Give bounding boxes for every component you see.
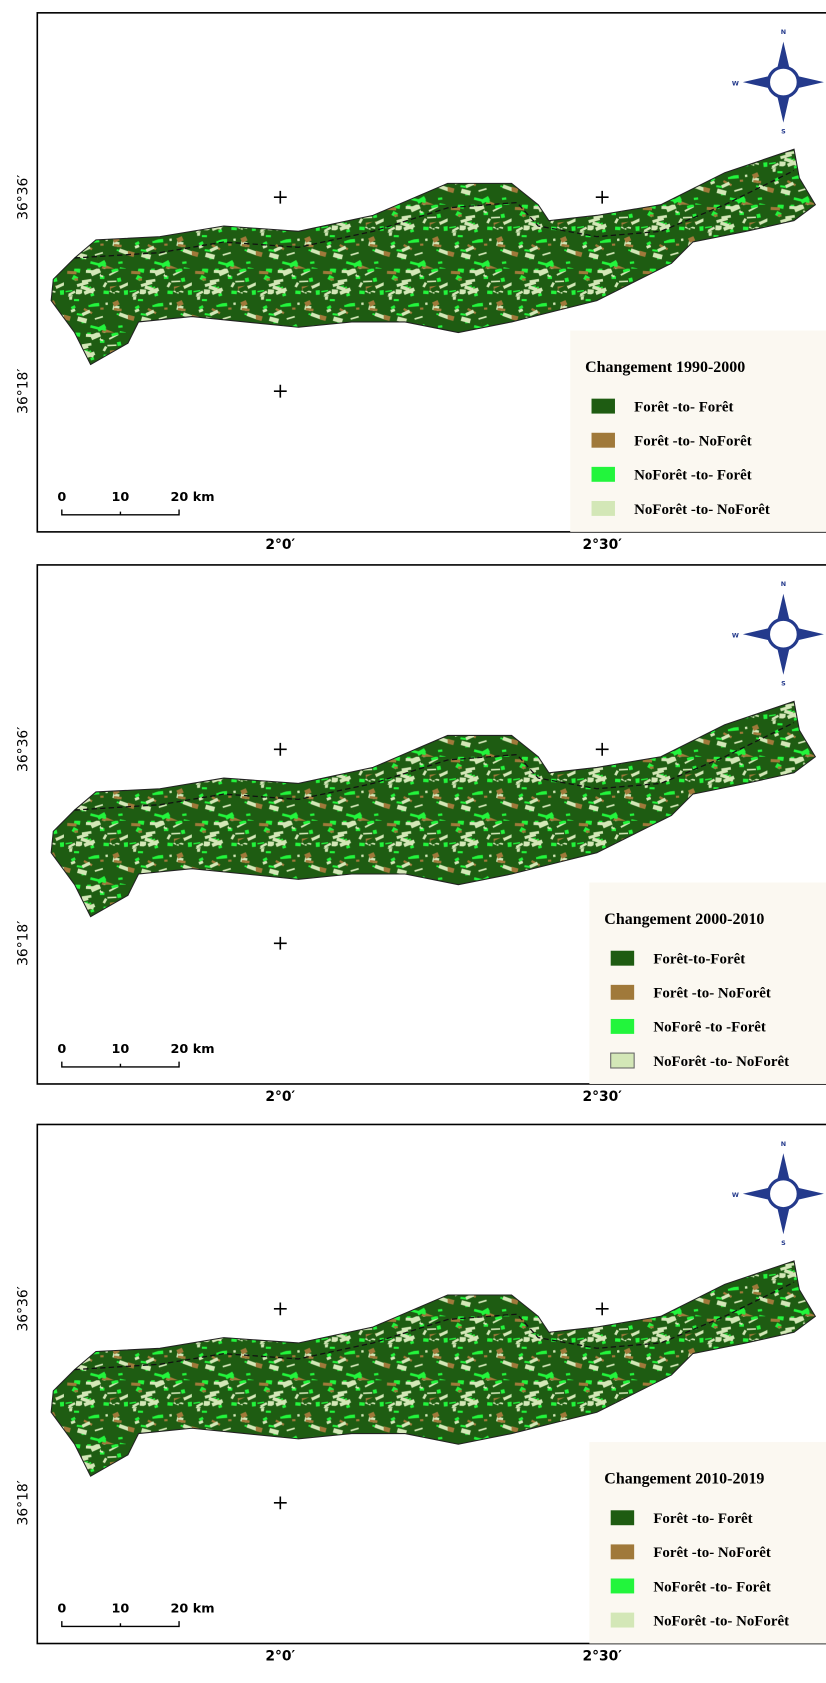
legend-label: NoForêt -to- NoForêt [653,1054,789,1070]
lat-label: 36°18′ [16,921,32,966]
compass-ring [768,619,798,649]
legend-label: NoForêt -to- NoForêt [653,1613,789,1629]
compass-label: W [732,631,739,639]
compass-ring [768,67,798,97]
lat-label: 36°18′ [16,369,32,414]
legend-swatch [611,1544,634,1559]
compass-label: S [781,679,786,687]
compass-label: N [781,28,786,36]
legend-label: Forêt-to-Forêt [653,952,745,968]
lat-label: 36°36′ [16,175,32,220]
legend-label: Forêt -to- NoForêt [653,986,771,1002]
compass-label: N [781,580,786,588]
compass-label: S [781,1239,786,1247]
scale-label: 0 [57,1602,66,1617]
legend-swatch [611,1510,634,1525]
lon-label: 2°30′ [582,1649,622,1665]
legend-label: NoForê -to -Forêt [653,1020,766,1036]
scale-label: 10 [112,490,130,505]
lon-label: 2°0′ [265,1089,295,1105]
legend-swatch [611,985,634,1000]
legend-label: Forêt -to- Forêt [634,399,733,415]
compass-label: W [732,1191,739,1199]
legend-swatch [592,399,615,414]
legend-swatch [611,951,634,966]
compass-label: N [781,1140,786,1148]
figure: NSWE36°36′36°18′2°0′2°30′01020 kmChangem… [0,0,826,1683]
legend-swatch [611,1579,634,1594]
lon-label: 2°0′ [265,537,295,553]
compass-label: W [732,79,739,87]
legend-swatch [611,1053,634,1068]
scale-label: 0 [57,1042,66,1057]
legend-title: Changement 2010-2019 [604,1471,764,1488]
compass-ring [768,1179,798,1209]
legend-label: Forêt -to- NoForêt [653,1545,771,1561]
scale-label: 10 [112,1602,130,1617]
legend-swatch [592,501,615,516]
legend-label: NoForêt -to- Forêt [634,468,752,484]
scale-label: 20 km [171,1042,215,1057]
scale-label: 0 [57,490,66,505]
legend-swatch [611,1613,634,1628]
compass-label: S [781,127,786,135]
legend-label: NoForêt -to- NoForêt [634,502,770,518]
legend-swatch [592,467,615,482]
scale-label: 20 km [171,490,215,505]
lat-label: 36°36′ [16,1286,32,1331]
lat-label: 36°18′ [16,1480,32,1525]
lat-label: 36°36′ [16,727,32,772]
lon-label: 2°30′ [582,1089,622,1105]
legend-label: Forêt -to- NoForêt [634,434,752,450]
legend-label: NoForêt -to- Forêt [653,1579,771,1595]
lon-label: 2°0′ [265,1649,295,1665]
scale-label: 20 km [171,1602,215,1617]
legend-title: Changement 2000-2010 [604,911,764,928]
page: NSWE36°36′36°18′2°0′2°30′01020 kmChangem… [0,0,826,1683]
lon-label: 2°30′ [582,537,622,553]
scale-label: 10 [112,1042,130,1057]
legend-label: Forêt -to- Forêt [653,1511,752,1527]
legend-swatch [611,1019,634,1034]
legend-title: Changement 1990-2000 [585,359,745,376]
legend-swatch [592,433,615,448]
